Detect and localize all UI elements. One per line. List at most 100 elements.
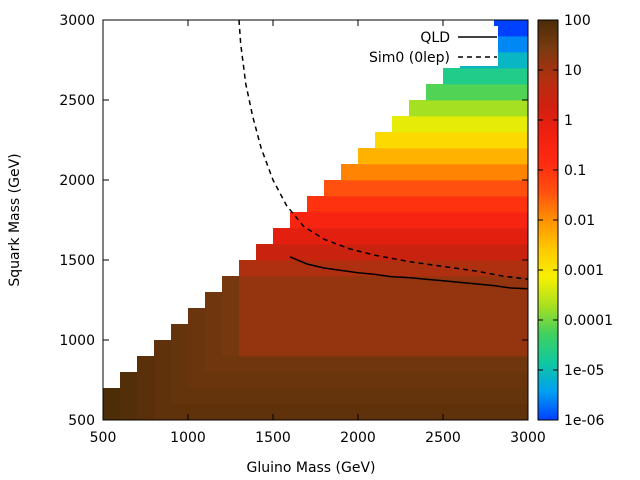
heatmap-cell (511, 324, 529, 341)
heatmap-cell (392, 372, 410, 389)
heatmap-cell (341, 372, 359, 389)
heatmap-cell (409, 388, 427, 405)
heatmap-cell (375, 404, 393, 421)
heatmap-cell (256, 404, 274, 421)
heatmap-cell (239, 388, 257, 405)
heatmap-cell (239, 260, 257, 277)
heatmap-cell (103, 388, 121, 405)
heatmap-cell (426, 292, 444, 309)
heatmap-cell (426, 148, 444, 165)
heatmap-cell (120, 404, 138, 421)
heatmap-cell (324, 260, 342, 277)
heatmap-cell (443, 84, 461, 101)
heatmap-cell (256, 340, 274, 357)
heatmap-cell (460, 244, 478, 261)
heatmap-cell (375, 148, 393, 165)
heatmap-cell (392, 324, 410, 341)
heatmap-cell (443, 276, 461, 293)
heatmap-cell (392, 292, 410, 309)
heatmap-cell (494, 20, 512, 37)
heatmap-cell (460, 164, 478, 181)
heatmap-cell (494, 244, 512, 261)
heatmap-cell (460, 324, 478, 341)
heatmap-cell (460, 196, 478, 213)
heatmap-cell (222, 324, 240, 341)
heatmap-cell (426, 100, 444, 117)
heatmap-cell (477, 100, 495, 117)
heatmap-cell (375, 164, 393, 181)
contour-curves (238, 19, 529, 290)
heatmap-cell (358, 180, 376, 197)
heatmap-cell (511, 228, 529, 245)
heatmap-cell (290, 372, 308, 389)
heatmap-cell (494, 148, 512, 165)
heatmap-cell (511, 260, 529, 277)
heatmap-cell (307, 244, 325, 261)
heatmap-cell (375, 260, 393, 277)
heatmap-cell (188, 308, 206, 325)
heatmap-cell (494, 372, 512, 389)
heatmap-cell (409, 180, 427, 197)
heatmap-cell (307, 260, 325, 277)
heatmap-cell (460, 228, 478, 245)
heatmap-cell (426, 212, 444, 229)
heatmap-cell (154, 372, 172, 389)
heatmap-cell (409, 308, 427, 325)
heatmap-cell (103, 404, 121, 421)
heatmap-cell (477, 148, 495, 165)
heatmap-cell (273, 324, 291, 341)
heatmap-cell (511, 212, 529, 229)
heatmap-cell (358, 340, 376, 357)
heatmap-cell (188, 340, 206, 357)
heatmap-cell (443, 196, 461, 213)
heatmap-cell (494, 68, 512, 85)
heatmap-cell (239, 356, 257, 373)
heatmap-cell (273, 356, 291, 373)
heatmap-cell (477, 180, 495, 197)
heatmap-cell (239, 276, 257, 293)
heatmap-cell (477, 308, 495, 325)
heatmap-cell (137, 356, 155, 373)
heatmap-cell (443, 244, 461, 261)
heatmap-cell (426, 324, 444, 341)
colorbar-tick-label: 100 (564, 13, 591, 29)
heatmap-cell (358, 228, 376, 245)
heatmap-cell (358, 404, 376, 421)
heatmap-cell (409, 132, 427, 149)
heatmap-cell (409, 100, 427, 117)
heatmap-cell (443, 356, 461, 373)
heatmap-cell (358, 196, 376, 213)
heatmap-cell (426, 356, 444, 373)
heatmap-cell (256, 308, 274, 325)
heatmap-cell (222, 388, 240, 405)
heatmap-cell (222, 292, 240, 309)
heatmap-cell (494, 36, 512, 53)
heatmap-cell (443, 260, 461, 277)
colorbar-tick-label: 1e-05 (564, 363, 604, 379)
heatmap-cell (494, 132, 512, 149)
heatmap-cell (341, 404, 359, 421)
heatmap-cell (171, 388, 189, 405)
heatmap-cell (239, 308, 257, 325)
heatmap-cell (494, 164, 512, 181)
heatmap-cell (375, 372, 393, 389)
heatmap-cell (341, 292, 359, 309)
heatmap-cell (392, 132, 410, 149)
heatmap-cell (307, 276, 325, 293)
heatmap-cell (511, 372, 529, 389)
x-tick-label: 1000 (170, 430, 206, 446)
heatmap-cell (494, 212, 512, 229)
heatmap-cell (375, 228, 393, 245)
heatmap-cell (188, 356, 206, 373)
heatmap-cell (205, 308, 223, 325)
y-tick-label: 2000 (59, 173, 95, 189)
heatmap-cell (205, 340, 223, 357)
heatmap-cell (324, 404, 342, 421)
heatmap-cell (154, 356, 172, 373)
heatmap-cell (273, 340, 291, 357)
heatmap-cell (477, 132, 495, 149)
heatmap-cell (392, 276, 410, 293)
heatmap-cell (375, 196, 393, 213)
colorbar-tick-label: 10 (564, 63, 582, 79)
